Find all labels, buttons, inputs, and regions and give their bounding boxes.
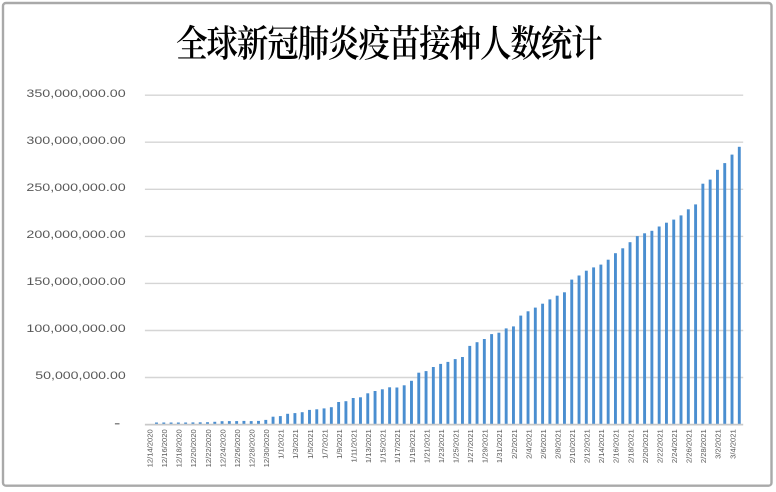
svg-text:1/13/2021: 1/13/2021 — [364, 429, 373, 463]
svg-text:12/28/2020: 12/28/2020 — [247, 429, 256, 467]
svg-text:12/16/2020: 12/16/2020 — [160, 429, 169, 467]
svg-text:2/14/2021: 2/14/2021 — [597, 429, 606, 463]
svg-text:350,000,000.00: 350,000,000.00 — [26, 88, 125, 100]
svg-text:1/25/2021: 1/25/2021 — [451, 429, 460, 463]
svg-text:1/11/2021: 1/11/2021 — [349, 429, 358, 462]
svg-text:1/1/2021: 1/1/2021 — [277, 429, 286, 459]
svg-text:50,000,000.00: 50,000,000.00 — [35, 370, 125, 382]
svg-text:12/30/2020: 12/30/2020 — [262, 429, 271, 467]
svg-text:12/18/2020: 12/18/2020 — [175, 429, 184, 467]
svg-text:1/15/2021: 1/15/2021 — [379, 429, 388, 463]
svg-text:12/24/2020: 12/24/2020 — [218, 429, 227, 467]
svg-text:2/24/2021: 2/24/2021 — [670, 429, 679, 463]
svg-text:1/3/2021: 1/3/2021 — [291, 429, 300, 459]
svg-text:2/20/2021: 2/20/2021 — [641, 429, 650, 463]
svg-text:2/18/2021: 2/18/2021 — [626, 429, 635, 463]
svg-text:300,000,000.00: 300,000,000.00 — [26, 135, 125, 147]
svg-text:1/5/2021: 1/5/2021 — [306, 429, 315, 459]
svg-text:12/14/2020: 12/14/2020 — [146, 429, 155, 467]
svg-text:1/27/2021: 1/27/2021 — [466, 429, 475, 463]
svg-text:1/23/2021: 1/23/2021 — [437, 429, 446, 463]
svg-text:3/4/2021: 3/4/2021 — [728, 429, 737, 459]
svg-text:250,000,000.00: 250,000,000.00 — [26, 182, 125, 194]
svg-text:1/7/2021: 1/7/2021 — [320, 429, 329, 459]
svg-text:200,000,000.00: 200,000,000.00 — [26, 229, 125, 241]
svg-text:2/16/2021: 2/16/2021 — [612, 429, 621, 463]
svg-text:3/2/2021: 3/2/2021 — [714, 429, 723, 459]
svg-text:150,000,000.00: 150,000,000.00 — [26, 276, 125, 288]
svg-text:2/8/2021: 2/8/2021 — [553, 429, 562, 459]
svg-text:12/20/2020: 12/20/2020 — [189, 429, 198, 467]
svg-text:2/2/2021: 2/2/2021 — [510, 429, 519, 459]
svg-text:2/28/2021: 2/28/2021 — [699, 429, 708, 463]
svg-text:12/22/2020: 12/22/2020 — [204, 429, 213, 467]
svg-text:1/21/2021: 1/21/2021 — [422, 429, 431, 463]
svg-text:2/6/2021: 2/6/2021 — [539, 429, 548, 459]
svg-text:2/22/2021: 2/22/2021 — [655, 429, 664, 463]
svg-text:1/19/2021: 1/19/2021 — [408, 429, 417, 463]
svg-text:2/10/2021: 2/10/2021 — [568, 429, 577, 463]
svg-text:1/9/2021: 1/9/2021 — [335, 429, 344, 459]
svg-text:1/31/2021: 1/31/2021 — [495, 429, 504, 463]
svg-text:100,000,000.00: 100,000,000.00 — [26, 323, 125, 335]
svg-text:2/4/2021: 2/4/2021 — [524, 429, 533, 459]
svg-text:1/29/2021: 1/29/2021 — [481, 429, 490, 463]
svg-text:1/17/2021: 1/17/2021 — [393, 429, 402, 463]
svg-text:2/12/2021: 2/12/2021 — [583, 429, 592, 463]
svg-text:2/26/2021: 2/26/2021 — [685, 429, 694, 463]
svg-text:12/26/2020: 12/26/2020 — [233, 429, 242, 467]
